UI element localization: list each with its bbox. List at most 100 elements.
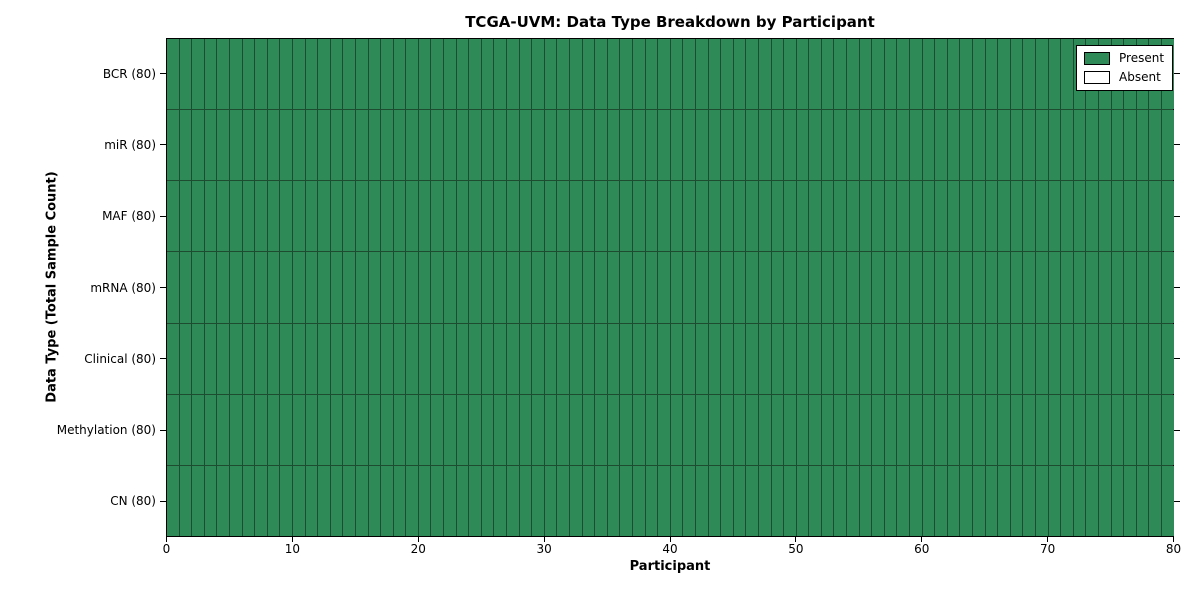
legend-label-absent: Absent [1119,70,1161,84]
heatmap-cell [620,181,633,252]
heatmap-cell [229,181,243,252]
heatmap-cell [985,181,999,252]
heatmap-cell [821,181,835,252]
heatmap-cell [557,252,570,323]
heatmap-cell [582,110,596,181]
heatmap-cell [1111,465,1125,536]
heatmap-cell [494,252,508,323]
heatmap-cell [859,323,873,394]
heatmap-cell [305,252,319,323]
heatmap-cell [872,394,885,465]
heatmap-cell [418,394,432,465]
heatmap-cell [670,110,684,181]
heatmap-cell [406,181,419,252]
heatmap-cell [758,39,772,110]
heatmap-cell [910,39,923,110]
heatmap-cell [1061,39,1074,110]
heatmap-cell [1111,323,1125,394]
heatmap-cell [998,465,1011,536]
heatmap-cell [431,394,445,465]
heatmap-cell [821,252,835,323]
heatmap-cell [683,252,696,323]
heatmap-cell [192,181,205,252]
heatmap-cell [1098,323,1112,394]
heatmap-cell [469,181,482,252]
heatmap-cell [922,394,936,465]
heatmap-cell [242,252,256,323]
absent-swatch-icon [1084,71,1110,84]
heatmap-cell [658,323,671,394]
heatmap-cell [847,39,860,110]
heatmap-cell [1098,181,1112,252]
heatmap-cell [519,110,533,181]
heatmap-cell [267,181,281,252]
heatmap-cell [444,252,457,323]
heatmap-cell [733,465,747,536]
heatmap-cell [229,465,243,536]
heatmap-cell [1010,394,1024,465]
heatmap-cell [721,252,734,323]
heatmap-cell [570,323,583,394]
heatmap-cell [771,394,785,465]
heatmap-cell [570,394,583,465]
heatmap-cell [406,252,419,323]
x-tick-label: 80 [1165,542,1182,556]
heatmap-cell [708,465,722,536]
heatmap-cell [1010,252,1024,323]
heatmap-cell [393,323,407,394]
heatmap-cell [507,181,520,252]
heatmap-cell [343,110,356,181]
heatmap-cell [1073,181,1087,252]
heatmap-cell [847,394,860,465]
heatmap-cell [796,181,810,252]
heatmap-cell [1098,394,1112,465]
heatmap-cell [607,323,621,394]
heatmap-cell [1010,323,1024,394]
heatmap-cell [444,323,457,394]
heatmap-cell [1161,394,1174,465]
heatmap-cell [1061,465,1074,536]
y-tick-mark [160,358,166,360]
heatmap-cell [758,323,772,394]
heatmap-cell [658,181,671,252]
heatmap-cell [1111,110,1125,181]
heatmap-cell [355,252,369,323]
heatmap-cell [1023,39,1036,110]
heatmap-cell [897,252,911,323]
x-axis-label: Participant [629,559,711,574]
heatmap-cell [318,181,331,252]
heatmap-cell [721,465,734,536]
heatmap-cell [1073,465,1087,536]
heatmap-cell [1086,181,1099,252]
heatmap-cell [267,39,281,110]
heatmap-cell [1111,394,1125,465]
heatmap-cell [771,252,785,323]
heatmap-cell [242,110,256,181]
heatmap-cell [481,110,495,181]
y-tick-mark [1174,215,1180,217]
heatmap-cell [796,323,810,394]
heatmap-cell [204,252,218,323]
heatmap-cell [519,252,533,323]
legend-item-absent: Absent [1084,71,1164,84]
heatmap-cell [406,110,419,181]
heatmap-cell [935,323,948,394]
heatmap-cell [632,39,646,110]
heatmap-cell [267,394,281,465]
heatmap-cell [305,110,319,181]
heatmap-cell [343,465,356,536]
heatmap-cell [960,181,973,252]
heatmap-cell [1136,252,1150,323]
heatmap-cell [935,110,948,181]
heatmap-cell [255,394,268,465]
heatmap-cell [255,252,268,323]
heatmap-cell [683,323,696,394]
heatmap-cell [985,252,999,323]
heatmap-row [167,465,1174,536]
heatmap-cell [632,181,646,252]
heatmap-cell [1136,465,1150,536]
heatmap-cell [418,252,432,323]
heatmap-cell [859,394,873,465]
heatmap-cell [280,110,293,181]
heatmap-cell [292,110,306,181]
